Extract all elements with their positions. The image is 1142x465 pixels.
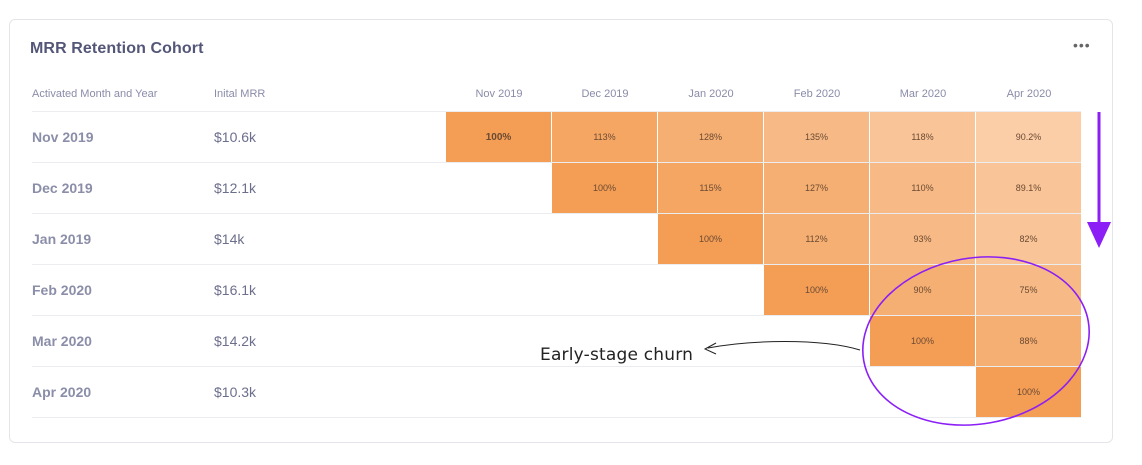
initial-mrr-value: $14.2k (214, 333, 257, 349)
heatmap-cell: 100% (552, 163, 657, 213)
heatmap-cell: 88% (976, 316, 1081, 366)
card-title: MRR Retention Cohort (30, 40, 204, 57)
column-header: Jan 2020 (688, 88, 734, 100)
cohort-label: Mar 2020 (32, 333, 92, 349)
heatmap-cell: 112% (764, 214, 869, 264)
cohort-label: Dec 2019 (32, 180, 93, 196)
heatmap-cell: 110% (870, 163, 975, 213)
initial-mrr-value: $12.1k (214, 180, 257, 196)
heatmap-cell: 100% (658, 214, 763, 264)
row-divider (32, 315, 1081, 316)
cohort-label: Feb 2020 (32, 282, 92, 298)
heatmap-cell: 82% (976, 214, 1081, 264)
heatmap-cell: 100% (446, 112, 551, 162)
heatmap-cell: 113% (552, 112, 657, 162)
heatmap-cell: 135% (764, 112, 869, 162)
header-cohort: Activated Month and Year (32, 88, 158, 100)
column-header: Dec 2019 (581, 88, 629, 100)
row-divider (32, 213, 1081, 214)
more-options-icon[interactable]: ••• (1073, 37, 1091, 53)
heatmap-cell: 89.1% (976, 163, 1081, 213)
initial-mrr-value: $10.3k (214, 384, 257, 400)
header-initial-mrr: Inital MRR (214, 88, 266, 100)
heatmap-cell: 118% (870, 112, 975, 162)
row-divider (32, 264, 1081, 265)
cohort-label: Nov 2019 (32, 129, 94, 145)
column-header: Apr 2020 (1006, 88, 1052, 100)
cohort-label: Apr 2020 (32, 384, 92, 400)
heatmap-cell: 100% (764, 265, 869, 315)
heatmap-cell: 90.2% (976, 112, 1081, 162)
column-header: Nov 2019 (475, 88, 523, 100)
cohort-label: Jan 2019 (32, 231, 92, 247)
initial-mrr-value: $10.6k (214, 129, 257, 145)
row-divider (32, 366, 1081, 367)
annotation-label: Early-stage churn (540, 345, 694, 365)
row-divider (32, 162, 1081, 163)
heatmap-cell: 115% (658, 163, 763, 213)
column-header: Feb 2020 (793, 88, 841, 100)
heatmap-cell: 128% (658, 112, 763, 162)
row-divider (32, 417, 1081, 418)
initial-mrr-value: $16.1k (214, 282, 257, 298)
heatmap-cell: 100% (976, 367, 1081, 417)
heatmap-cell: 75% (976, 265, 1081, 315)
heatmap-cell: 90% (870, 265, 975, 315)
table-divider (32, 111, 1081, 112)
heatmap-cell: 100% (870, 316, 975, 366)
initial-mrr-value: $14k (214, 231, 245, 247)
heatmap-cell: 127% (764, 163, 869, 213)
heatmap-cell: 93% (870, 214, 975, 264)
column-header: Mar 2020 (899, 88, 947, 100)
